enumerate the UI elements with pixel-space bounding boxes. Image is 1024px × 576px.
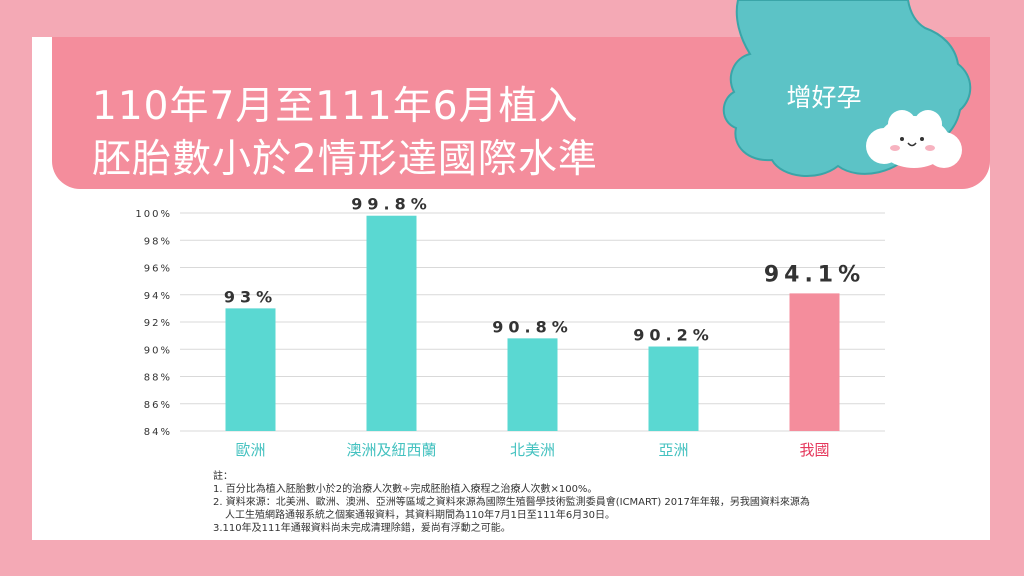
- note-item: 3.110年及111年通報資料尚未完成清理除錯，爰尚有浮動之可能。: [213, 523, 511, 534]
- y-tick-label: 100%: [135, 209, 172, 220]
- bar: [366, 215, 417, 431]
- bar: [789, 293, 840, 431]
- notes-header: 註：: [213, 471, 233, 482]
- category-label: 北美洲: [510, 441, 555, 459]
- bar-value-label: 90.8%: [492, 317, 573, 336]
- footnotes: 註： 1. 百分比為植入胚胎數小於2的治療人次數÷完成胚胎植入療程之治療人次數×…: [213, 470, 933, 535]
- y-tick-label: 84%: [144, 427, 172, 438]
- smiling-cloud-icon: [866, 110, 962, 168]
- bar-value-label: 99.8%: [351, 195, 432, 214]
- y-tick-label: 94%: [144, 291, 172, 302]
- category-label: 我國: [799, 441, 829, 459]
- note-item: 1. 百分比為植入胚胎數小於2的治療人次數÷完成胚胎植入療程之治療人次數×100…: [213, 484, 598, 495]
- category-label: 亞洲: [658, 441, 688, 459]
- note-item: 人工生殖網路通報系統之個案通報資料，其資料期間為110年7月1日至111年6月3…: [225, 510, 615, 521]
- category-label: 歐洲: [235, 441, 265, 459]
- page-title-line-2: 胚胎數小於2情形達國際水準: [92, 137, 598, 182]
- bar: [225, 308, 276, 431]
- bar-value-label: 90.2%: [633, 326, 714, 345]
- note-item: 2. 資料來源：北美洲、歐洲、澳洲、亞洲等區域之資料來源為國際生殖醫學技術監測委…: [213, 497, 810, 508]
- y-tick-label: 90%: [144, 345, 172, 356]
- bar: [648, 346, 699, 431]
- y-tick-label: 98%: [144, 236, 172, 247]
- bar: [507, 338, 558, 431]
- bar-value-label: 93%: [224, 287, 277, 306]
- bar-value-label: 94.1%: [764, 262, 865, 287]
- y-tick-label: 86%: [144, 400, 172, 411]
- y-tick-label: 96%: [144, 264, 172, 275]
- y-tick-label: 88%: [144, 373, 172, 384]
- category-label: 澳洲及紐西蘭: [346, 441, 436, 459]
- page-title-line-1: 110年7月至111年6月植入: [92, 84, 579, 129]
- brand-cloud: [722, 0, 972, 177]
- brand-name: 增好孕: [786, 83, 862, 112]
- y-tick-label: 92%: [144, 318, 172, 329]
